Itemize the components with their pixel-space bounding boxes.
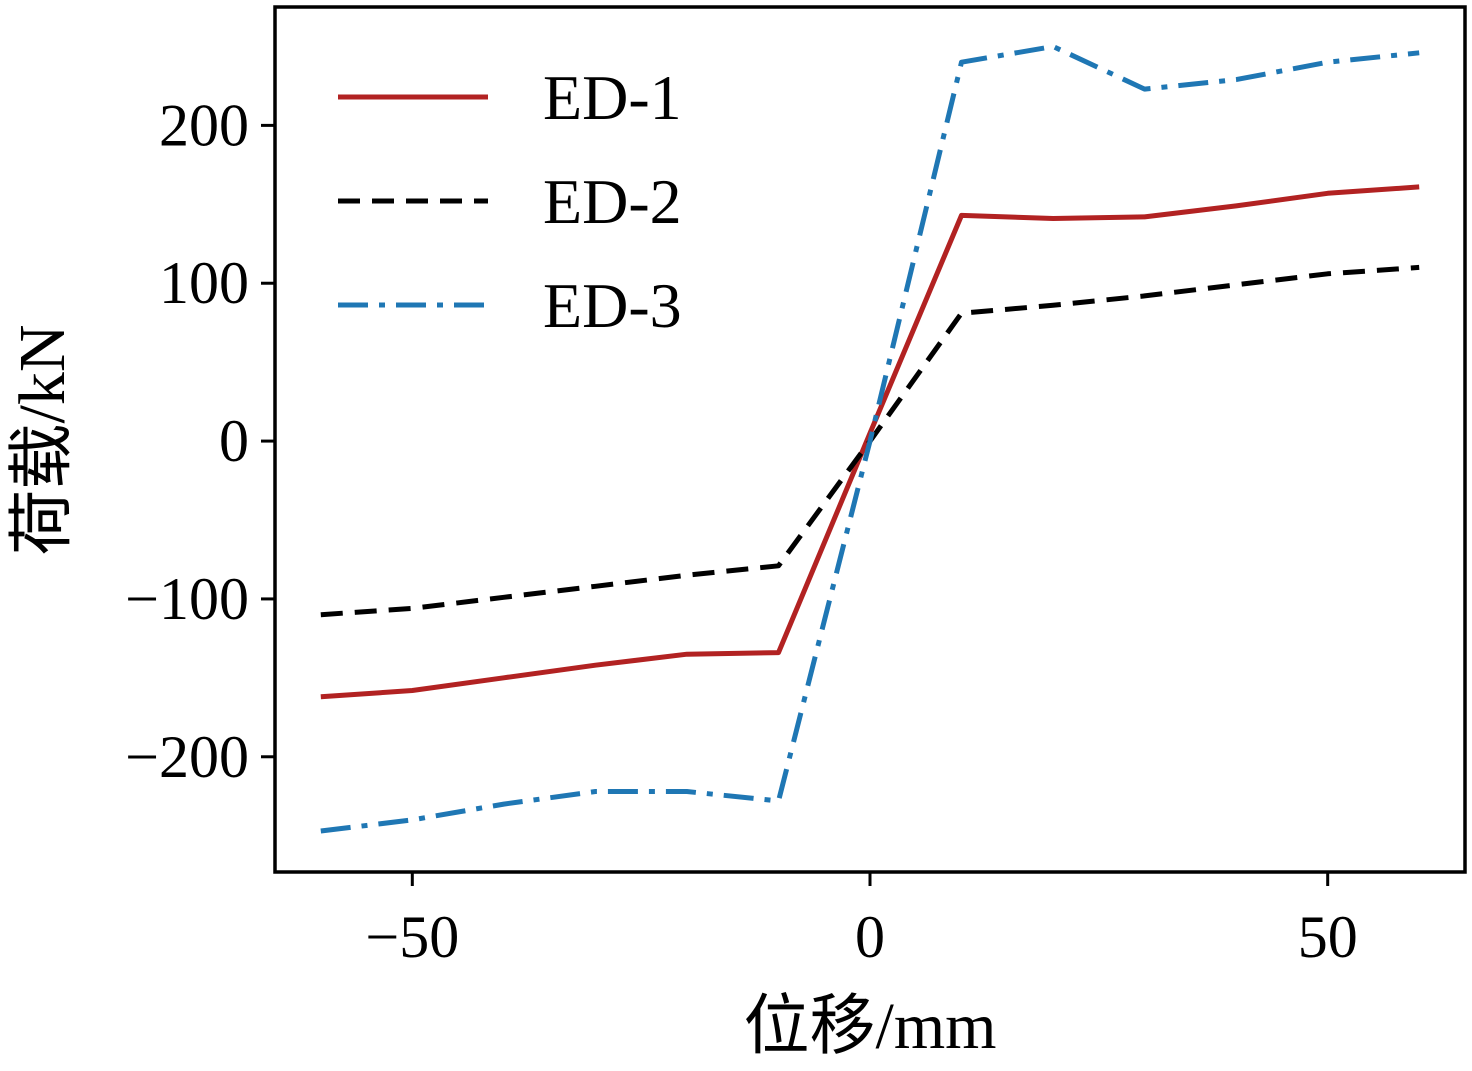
legend-item-ed-2: ED-2: [338, 166, 682, 237]
plot-area: −50 0 50 −200 −100 0 100 200: [125, 5, 1467, 970]
x-tick-label: −50: [365, 904, 459, 970]
y-tick-label: 100: [159, 250, 249, 316]
x-axis-label: 位移/mm: [743, 990, 996, 1063]
y-axis-label: 荷载/kN: [6, 325, 79, 556]
legend-label: ED-3: [543, 270, 682, 341]
legend-label: ED-2: [543, 166, 682, 237]
legend-label: ED-1: [543, 62, 682, 133]
legend-item-ed-3: ED-3: [338, 270, 682, 341]
legend-item-ed-1: ED-1: [338, 62, 682, 133]
series-line-ed-3: [320, 44, 1420, 834]
x-tick-label: 50: [1298, 904, 1358, 970]
y-axis-ticks: −200 −100 0 100 200: [125, 92, 275, 790]
x-axis-ticks: −50 0 50: [365, 872, 1358, 970]
y-tick-label: −100: [125, 566, 249, 632]
x-tick-label: 0: [855, 904, 885, 970]
series-layer: [320, 44, 1420, 834]
y-tick-label: −200: [125, 724, 249, 790]
y-tick-label: 0: [219, 408, 249, 474]
legend: ED-1 ED-2 ED-3: [338, 62, 682, 341]
y-tick-label: 200: [159, 92, 249, 158]
